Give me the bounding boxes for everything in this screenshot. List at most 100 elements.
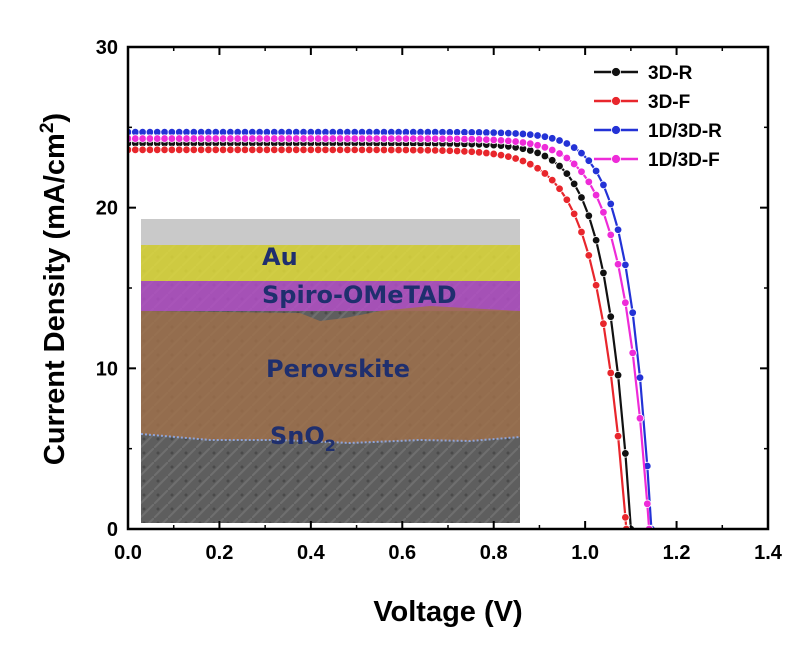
series-1d-3d-r <box>128 127 656 529</box>
data-point <box>145 134 155 143</box>
data-point <box>628 348 637 358</box>
data-point <box>138 145 147 155</box>
data-point <box>211 145 220 155</box>
data-point <box>460 147 469 156</box>
data-point <box>548 175 557 185</box>
data-point <box>613 370 623 380</box>
data-point <box>299 134 308 143</box>
data-point <box>328 134 337 143</box>
data-point <box>292 145 301 155</box>
x-tick-label: 1.4 <box>754 542 783 564</box>
data-point <box>599 268 608 278</box>
data-point <box>533 148 542 158</box>
data-point <box>526 139 535 148</box>
data-point <box>599 208 608 217</box>
data-point <box>540 169 550 178</box>
data-point <box>409 145 418 155</box>
data-point <box>584 177 593 187</box>
data-point <box>482 148 491 158</box>
data-point <box>131 134 140 143</box>
data-point <box>277 134 286 143</box>
data-point <box>248 134 257 143</box>
data-point <box>343 134 352 143</box>
data-point <box>226 145 235 155</box>
data-point <box>160 134 169 143</box>
data-point <box>606 199 615 209</box>
x-axis-title: Voltage (V) <box>373 596 522 628</box>
data-point <box>577 193 586 202</box>
sno2-interface <box>140 433 521 445</box>
data-point <box>474 148 484 157</box>
data-point <box>306 134 316 143</box>
data-point <box>335 145 345 155</box>
data-point <box>621 298 630 307</box>
data-point <box>284 134 294 143</box>
data-point <box>248 145 257 155</box>
data-point <box>394 145 403 155</box>
data-point <box>599 319 608 328</box>
data-point <box>591 281 601 290</box>
data-point <box>518 156 528 166</box>
series-layer <box>128 127 656 529</box>
data-point <box>196 134 206 143</box>
data-point <box>635 373 645 382</box>
data-point <box>431 146 440 155</box>
data-point <box>240 145 250 155</box>
data-point <box>533 131 542 140</box>
data-point <box>138 134 147 143</box>
data-point <box>621 513 630 522</box>
legend-label: 3D-F <box>648 92 690 113</box>
data-point <box>482 128 491 137</box>
data-point <box>496 128 506 138</box>
data-point <box>555 184 564 193</box>
data-point <box>540 143 550 152</box>
data-point <box>196 145 206 155</box>
data-point <box>504 128 513 138</box>
data-point <box>504 136 513 146</box>
sem-top-background <box>141 219 520 245</box>
data-point <box>577 167 586 176</box>
data-point <box>379 134 389 143</box>
layer-label-perovskite: Perovskite <box>266 355 410 383</box>
data-point <box>511 129 520 138</box>
data-point <box>423 146 433 155</box>
x-tick-label: 0.2 <box>206 542 234 564</box>
data-point <box>204 145 213 155</box>
data-point <box>591 236 601 245</box>
data-point <box>599 180 608 190</box>
legend-label: 1D/3D-F <box>648 150 720 171</box>
data-point <box>233 134 242 143</box>
data-point <box>489 128 498 137</box>
data-point <box>321 134 330 143</box>
data-point <box>423 134 433 143</box>
data-point <box>153 134 162 143</box>
x-tick-label: 0.0 <box>114 542 142 564</box>
y-axis-title-close: ) <box>39 113 71 123</box>
data-point <box>518 138 528 147</box>
data-point <box>174 134 184 143</box>
layer-spiro <box>141 281 520 311</box>
data-point <box>357 145 367 155</box>
data-point <box>299 145 308 155</box>
data-point <box>445 146 455 155</box>
data-point <box>335 134 345 143</box>
data-point <box>489 135 498 145</box>
data-point <box>591 166 601 176</box>
data-point <box>270 145 279 155</box>
y-tick-label: 10 <box>96 358 118 380</box>
data-point <box>489 149 498 159</box>
data-point <box>218 134 228 143</box>
data-point <box>387 145 396 155</box>
data-point <box>504 152 513 161</box>
data-point <box>467 134 476 144</box>
data-point <box>606 230 615 240</box>
data-point <box>577 227 586 237</box>
y-axis-title: Current Density (mA/cm2) <box>37 113 71 465</box>
data-point <box>387 134 396 143</box>
data-point <box>569 143 579 152</box>
data-point <box>233 145 242 155</box>
data-point <box>511 154 520 163</box>
data-point <box>153 145 162 155</box>
data-point <box>131 145 140 155</box>
